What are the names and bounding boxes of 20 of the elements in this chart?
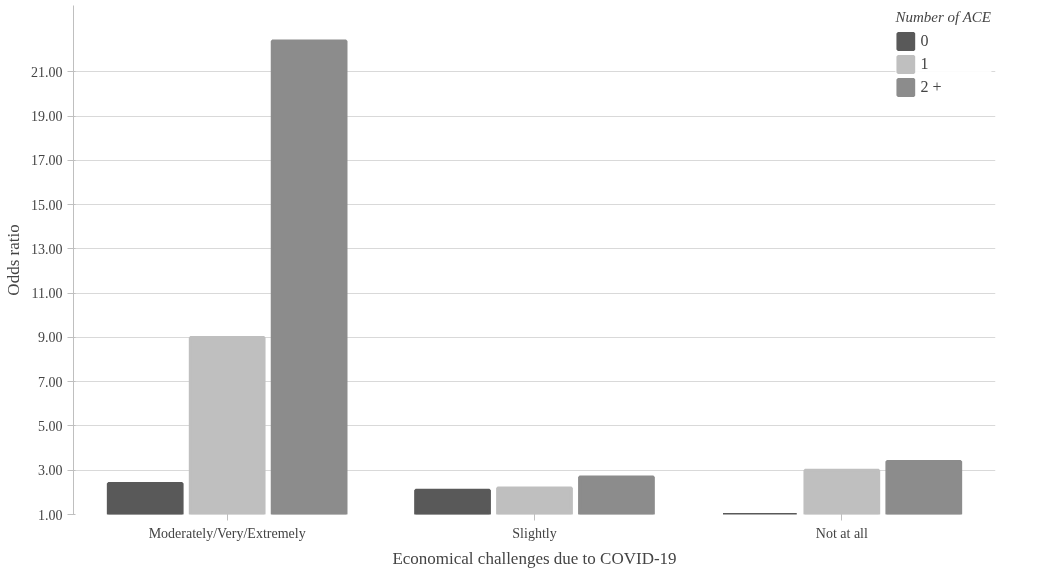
y-tick-label: 9.00	[38, 330, 63, 346]
y-axis-title: Odds ratio	[4, 224, 23, 296]
y-tick-label: 21.00	[31, 64, 63, 80]
y-tick-label: 11.00	[31, 286, 63, 302]
y-tick-label: 19.00	[31, 109, 63, 125]
legend-label: 1	[920, 55, 930, 73]
x-tick-label: Not at all	[815, 525, 868, 541]
y-tick-label: 13.00	[31, 241, 63, 257]
legend-title: Number of ACE	[895, 9, 991, 26]
y-tick-label: 17.00	[31, 153, 63, 169]
legend-label: 2 +	[920, 78, 942, 96]
y-tick-label: 15.00	[31, 197, 63, 213]
y-tick-label: 5.00	[38, 418, 63, 434]
y-tick-label: 7.00	[38, 374, 63, 390]
y-tick-label: 1.00	[38, 507, 63, 523]
x-tick-label: Moderately/Very/Extremely	[148, 525, 306, 541]
legend-label: 0	[920, 32, 930, 50]
x-tick-label: Slightly	[512, 525, 557, 541]
y-tick-label: 3.00	[38, 463, 63, 479]
x-axis-title: Economical challenges due to COVID-19	[392, 548, 677, 568]
